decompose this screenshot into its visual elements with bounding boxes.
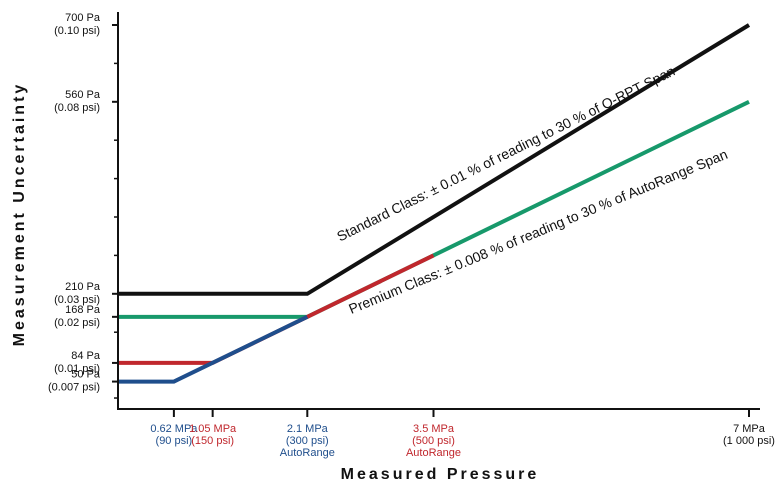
y-tick-label: 50 Pa (0.007 psi)	[48, 369, 101, 394]
y-tick-label: 84 Pa (0.01 psi)	[54, 350, 101, 375]
premium-class-line	[118, 100, 750, 319]
x-tick-label: 2.1 MPa (300 psi) AutoRange	[280, 423, 335, 459]
standard-class-annotation: Standard Class: ± 0.01 % of reading to 3…	[334, 63, 677, 245]
x-tick-label: 0.62 MPa (90 psi)	[150, 423, 198, 447]
x-tick-label: 3.5 MPa (500 psi) AutoRange	[406, 423, 461, 459]
autorange-500psi-line	[118, 253, 435, 365]
x-tick-label: 1.05 MPa (150 psi)	[189, 423, 237, 447]
x-tick-label: 7 MPa (1 000 psi)	[723, 423, 775, 447]
autorange-300psi-line	[118, 315, 309, 384]
premium-class-annotation: Premium Class: ± 0.008 % of reading to 3…	[346, 146, 730, 317]
standard-class-line	[118, 23, 751, 296]
y-axis-title: Measurement Uncertainty	[11, 82, 28, 347]
y-tick-label: 700 Pa (0.10 psi)	[54, 12, 101, 37]
y-tick-label: 560 Pa (0.08 psi)	[54, 89, 101, 114]
x-axis-title: Measured Pressure	[341, 466, 540, 483]
y-tick-label: 168 Pa (0.02 psi)	[54, 304, 101, 329]
y-tick-label: 210 Pa (0.03 psi)	[54, 281, 101, 306]
